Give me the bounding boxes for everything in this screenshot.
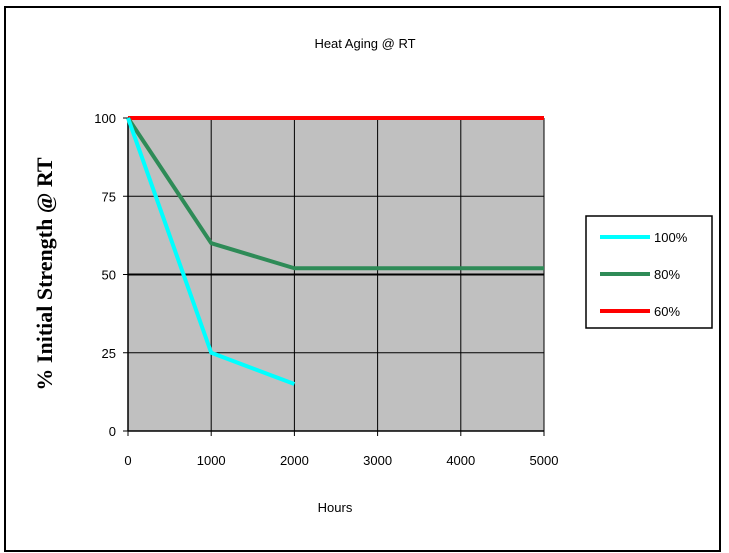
x-tick-label: 4000 xyxy=(446,453,475,468)
legend-label: 60% xyxy=(654,304,680,319)
x-tick-labels: 0 1000 2000 3000 4000 5000 xyxy=(124,453,558,468)
y-tick-label: 75 xyxy=(102,189,116,204)
y-tick-label: 50 xyxy=(102,268,116,283)
series-line-80pct xyxy=(126,116,544,271)
axes xyxy=(123,117,545,436)
x-axis-label: Hours xyxy=(318,500,353,515)
x-tick-label: 5000 xyxy=(530,453,559,468)
y-tick-label: 100 xyxy=(94,111,116,126)
y-axis-label: % Initial Strength @ RT xyxy=(32,157,57,391)
x-tick-label: 3000 xyxy=(363,453,392,468)
y-tick-label: 25 xyxy=(102,346,116,361)
x-tick-label: 0 xyxy=(124,453,131,468)
x-tick-label: 1000 xyxy=(197,453,226,468)
legend-label: 100% xyxy=(654,230,688,245)
x-tick-label: 2000 xyxy=(280,453,309,468)
y-tick-labels: 0 25 50 75 100 xyxy=(94,111,116,439)
legend-label: 80% xyxy=(654,267,680,282)
series-lines xyxy=(126,116,544,386)
y-tick-label: 0 xyxy=(109,424,116,439)
series-line-100pct xyxy=(126,117,296,386)
grid xyxy=(128,117,545,431)
legend: 100% 80% 60% xyxy=(585,215,713,329)
chart-title: Heat Aging @ RT xyxy=(314,36,415,51)
